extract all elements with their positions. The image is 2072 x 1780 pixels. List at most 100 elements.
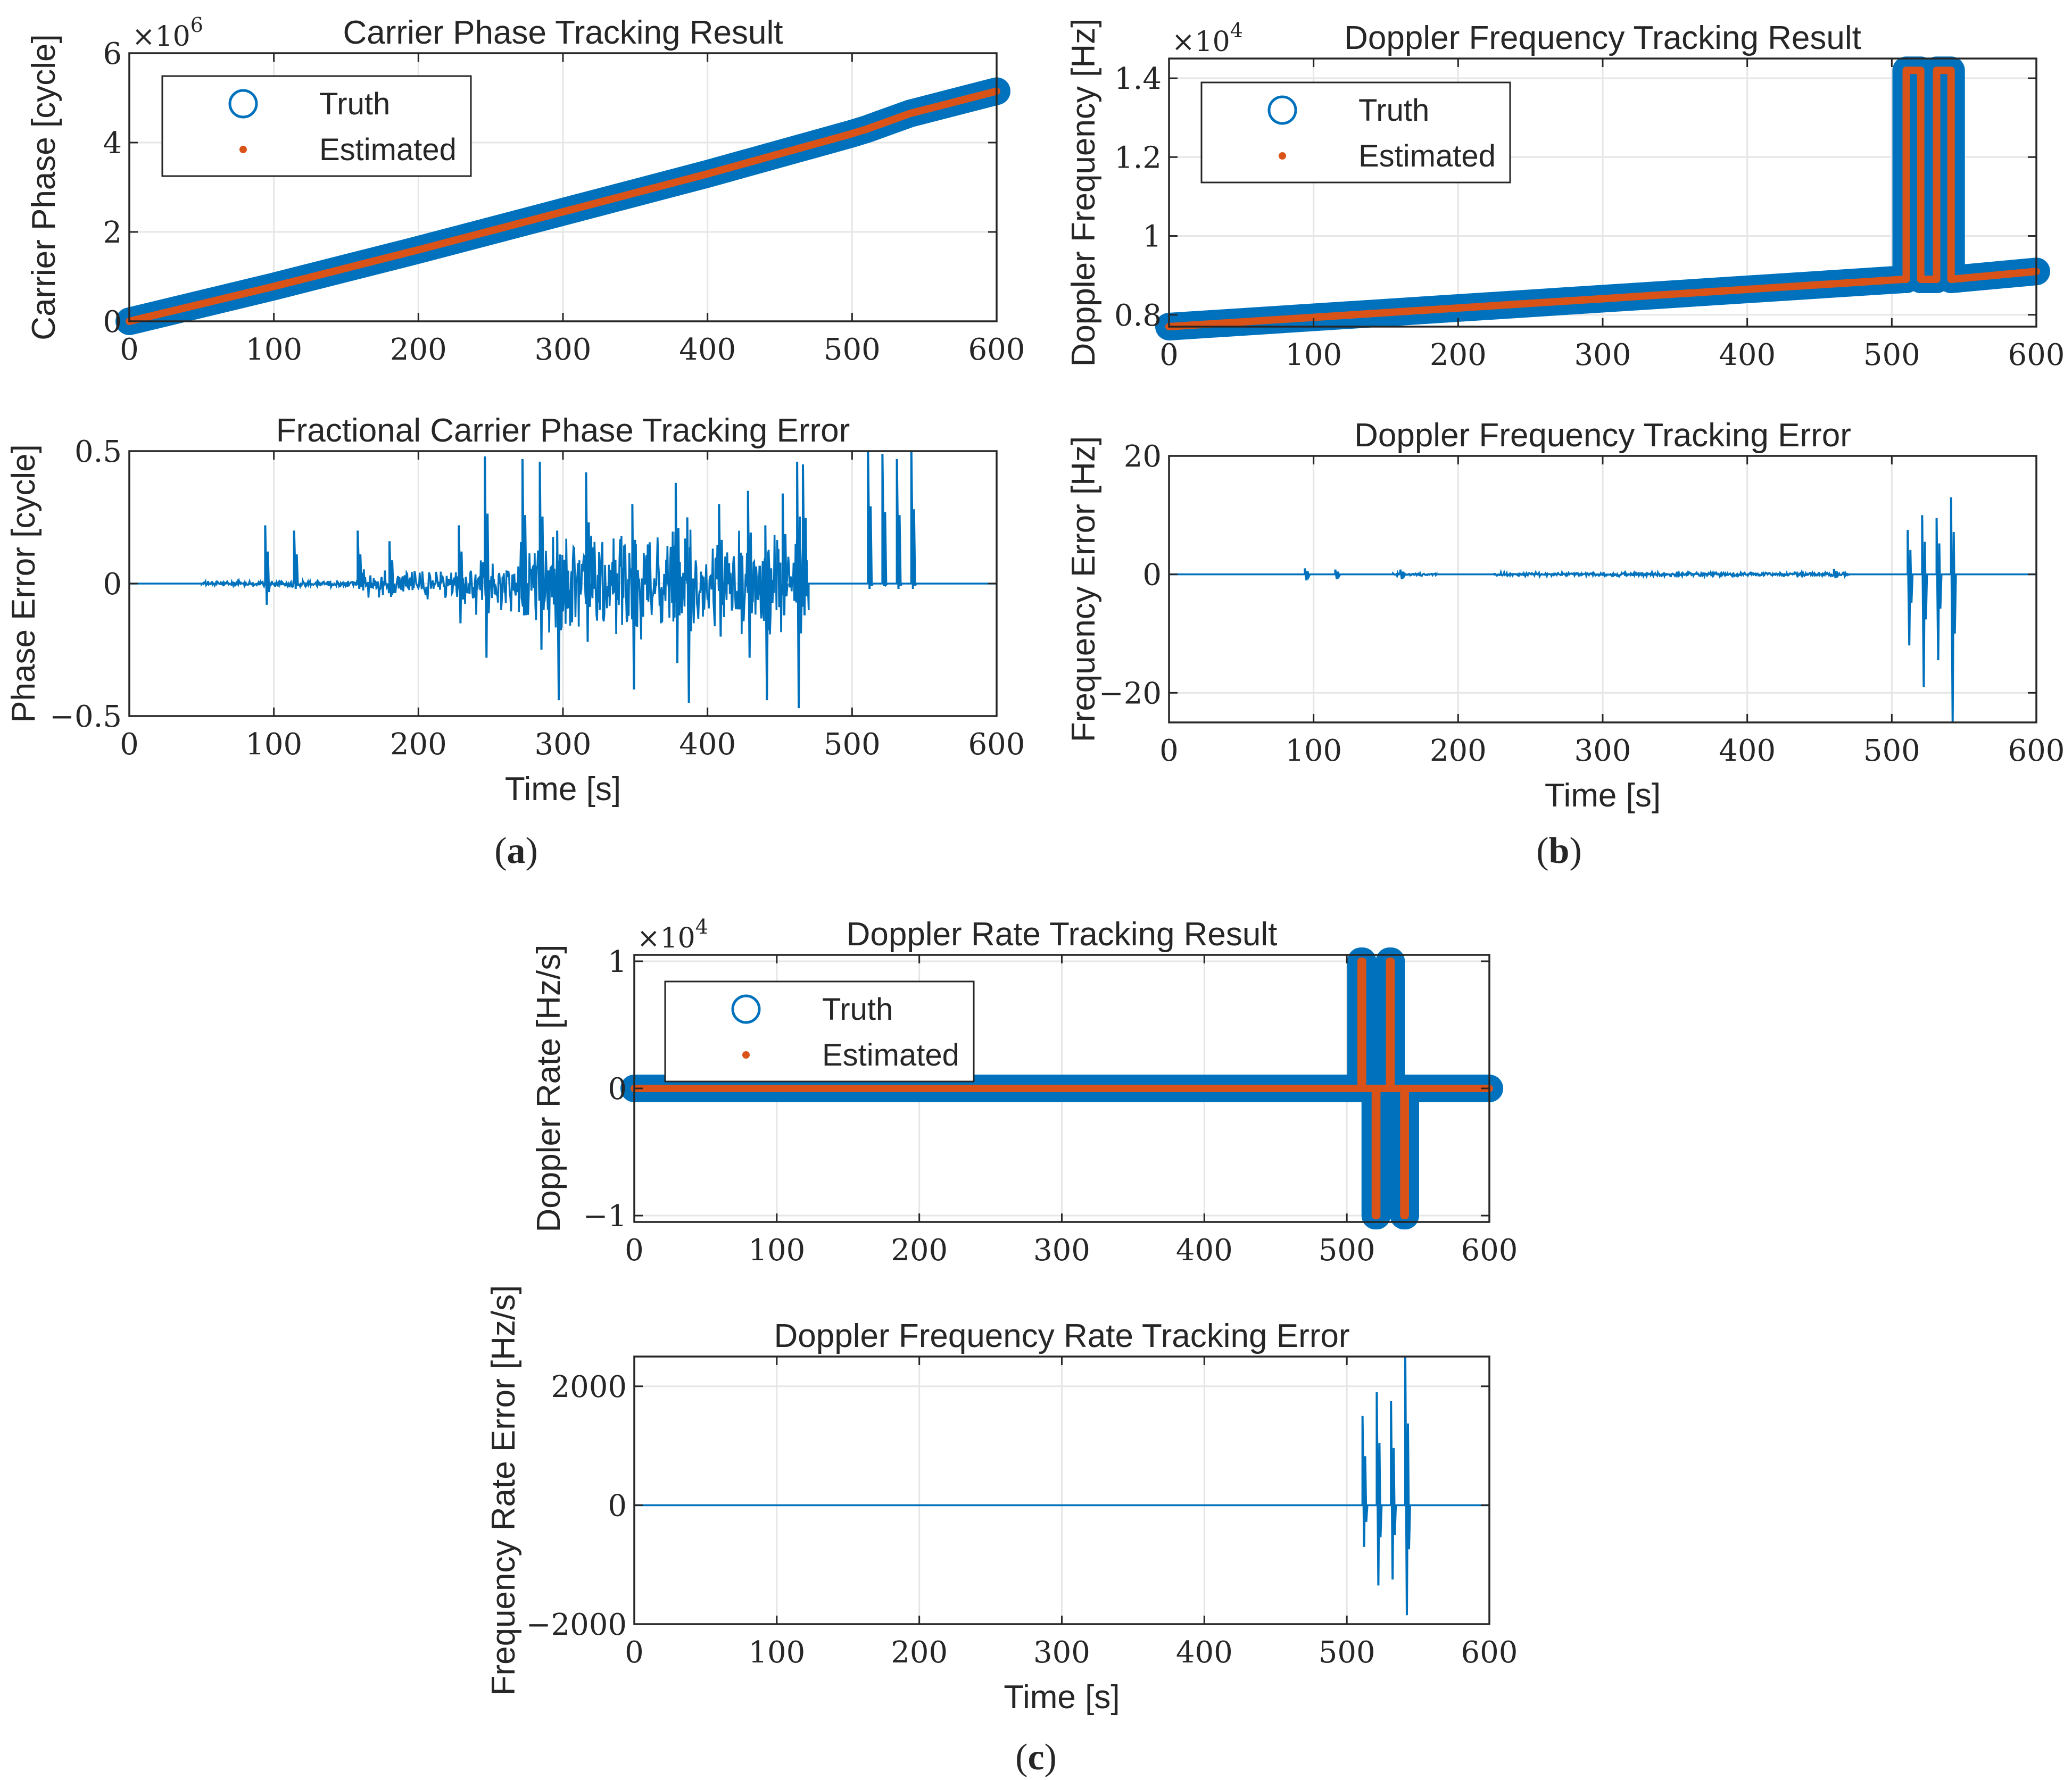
- chart-doppler-frequency-error: 0 100 200 300 400 500 600 −20 0 20 Doppler Frequen…: [1065, 417, 2065, 814]
- y-tick-label: −20: [1099, 676, 1162, 711]
- x-tick-label: 500: [1319, 1233, 1375, 1268]
- y-tick-label: 2: [103, 215, 122, 250]
- legend-marker-estimated: [239, 146, 247, 153]
- error-spike: [484, 456, 491, 658]
- y-tick-label: 0: [1142, 558, 1162, 593]
- x-tick-label: 500: [1863, 338, 1920, 372]
- y-axis-label: Carrier Phase [cycle]: [26, 34, 62, 340]
- y-axis-label: Frequency Error [Hz]: [1065, 436, 1102, 742]
- error-spike: [1833, 569, 1840, 578]
- legend: Truth Estimated: [161, 75, 472, 177]
- legend-label-estimated: Estimated: [822, 1038, 959, 1072]
- error-trace: [129, 529, 997, 640]
- legend-marker-estimated: [1279, 152, 1286, 160]
- exponent-label: ×104: [637, 915, 708, 954]
- x-tick-label: 0: [120, 727, 139, 762]
- y-axis-label: Frequency Rate Error [Hz/s]: [485, 1285, 522, 1696]
- y-tick-label: −1: [583, 1199, 627, 1234]
- y-tick-label: −2000: [526, 1608, 627, 1642]
- error-spike: [801, 464, 809, 615]
- error-spike: [686, 517, 693, 703]
- y-tick-label: 1: [1142, 220, 1162, 254]
- x-tick-label: 200: [390, 332, 447, 367]
- x-tick-label: 400: [1176, 1233, 1233, 1268]
- x-axis-label: Time [s]: [1004, 1679, 1120, 1716]
- x-tick-label: 400: [1719, 734, 1776, 768]
- x-tick-label: 100: [748, 1635, 805, 1670]
- error-spike: [764, 525, 772, 701]
- x-tick-label: 600: [1461, 1233, 1518, 1268]
- error-spike: [896, 459, 903, 589]
- error-spike: [538, 461, 546, 650]
- y-tick-label: 0.5: [74, 435, 122, 469]
- error-spike: [1935, 518, 1943, 661]
- x-tick-label: 100: [245, 332, 302, 367]
- x-tick-label: 100: [748, 1233, 805, 1268]
- legend-label-estimated: Estimated: [1358, 139, 1496, 173]
- error-spike: [293, 530, 300, 589]
- x-tick-label: 300: [1033, 1635, 1090, 1670]
- exponent-label: ×104: [1172, 19, 1243, 58]
- y-tick-label: 1: [608, 945, 627, 979]
- legend-box: [161, 75, 472, 177]
- y-tick-label: 0: [103, 305, 122, 339]
- x-tick-label: 300: [535, 332, 592, 367]
- x-tick-label: 100: [1285, 734, 1342, 768]
- error-spike: [585, 472, 592, 642]
- series-estimated: [126, 87, 1000, 325]
- chart-title: Doppler Frequency Tracking Result: [1344, 20, 1861, 56]
- error-spike: [674, 483, 682, 663]
- x-tick-label: 100: [245, 727, 302, 762]
- chart-title: Doppler Rate Tracking Result: [847, 916, 1278, 953]
- error-spike: [781, 493, 789, 615]
- y-tick-label: 2000: [551, 1370, 627, 1404]
- x-tick-label: 600: [968, 727, 1025, 762]
- legend-box: [664, 980, 975, 1083]
- x-tick-label: 500: [1863, 734, 1920, 768]
- error-spike: [1950, 497, 1957, 722]
- exponent-power: 6: [190, 13, 203, 37]
- error-spike: [1921, 515, 1928, 687]
- legend-box: [1200, 81, 1511, 184]
- y-tick-label: 6: [103, 37, 122, 71]
- error-spike: [264, 525, 271, 605]
- x-tick-label: 600: [2008, 338, 2065, 372]
- error-spike: [747, 490, 754, 658]
- x-tick-label: 600: [968, 332, 1025, 367]
- x-tick-label: 200: [891, 1233, 948, 1268]
- y-tick-label: 1.2: [1114, 140, 1162, 175]
- y-tick-label: 4: [103, 126, 122, 161]
- y-tick-label: 0.8: [1114, 298, 1162, 333]
- legend-label-truth: Truth: [1358, 93, 1429, 128]
- error-spike: [357, 530, 364, 589]
- x-tick-label: 200: [1430, 734, 1487, 768]
- y-tick-label: 20: [1124, 439, 1162, 474]
- y-tick-label: 0: [608, 1488, 627, 1523]
- legend-marker-truth: [228, 89, 258, 119]
- x-tick-label: 200: [1430, 338, 1487, 372]
- x-tick-label: 0: [625, 1233, 644, 1268]
- series-estimated: [631, 957, 1493, 1220]
- chart-title: Doppler Frequency Tracking Error: [1354, 417, 1851, 454]
- exponent-power: 4: [695, 915, 708, 938]
- error-spike: [388, 541, 395, 597]
- x-tick-label: 500: [824, 727, 881, 762]
- y-tick-label: −0.5: [49, 700, 122, 734]
- x-tick-label: 0: [1159, 338, 1179, 372]
- x-tick-label: 100: [1285, 338, 1342, 372]
- error-spike: [1375, 1392, 1383, 1586]
- error-spike: [458, 525, 465, 623]
- error-spike: [1404, 1357, 1411, 1616]
- x-tick-label: 0: [120, 332, 139, 367]
- x-tick-label: 200: [390, 727, 447, 762]
- legend: Truth Estimated: [664, 980, 975, 1083]
- error-spike: [1907, 530, 1914, 646]
- x-tick-label: 600: [1461, 1635, 1518, 1670]
- x-axis-label: Time [s]: [1545, 777, 1661, 814]
- y-tick-label: 0: [103, 567, 122, 602]
- error-spike: [1399, 569, 1406, 579]
- chart-title: Doppler Frequency Rate Tracking Error: [774, 1318, 1349, 1354]
- x-tick-label: 0: [1159, 734, 1179, 768]
